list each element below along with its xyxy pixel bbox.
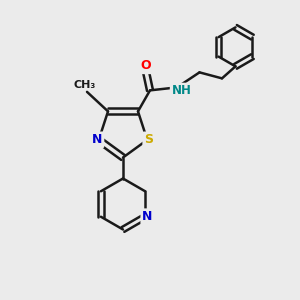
Text: O: O xyxy=(140,59,151,72)
Text: N: N xyxy=(142,210,153,223)
Text: CH₃: CH₃ xyxy=(74,80,96,90)
Text: N: N xyxy=(92,134,102,146)
Text: S: S xyxy=(144,134,153,146)
Text: NH: NH xyxy=(172,85,191,98)
